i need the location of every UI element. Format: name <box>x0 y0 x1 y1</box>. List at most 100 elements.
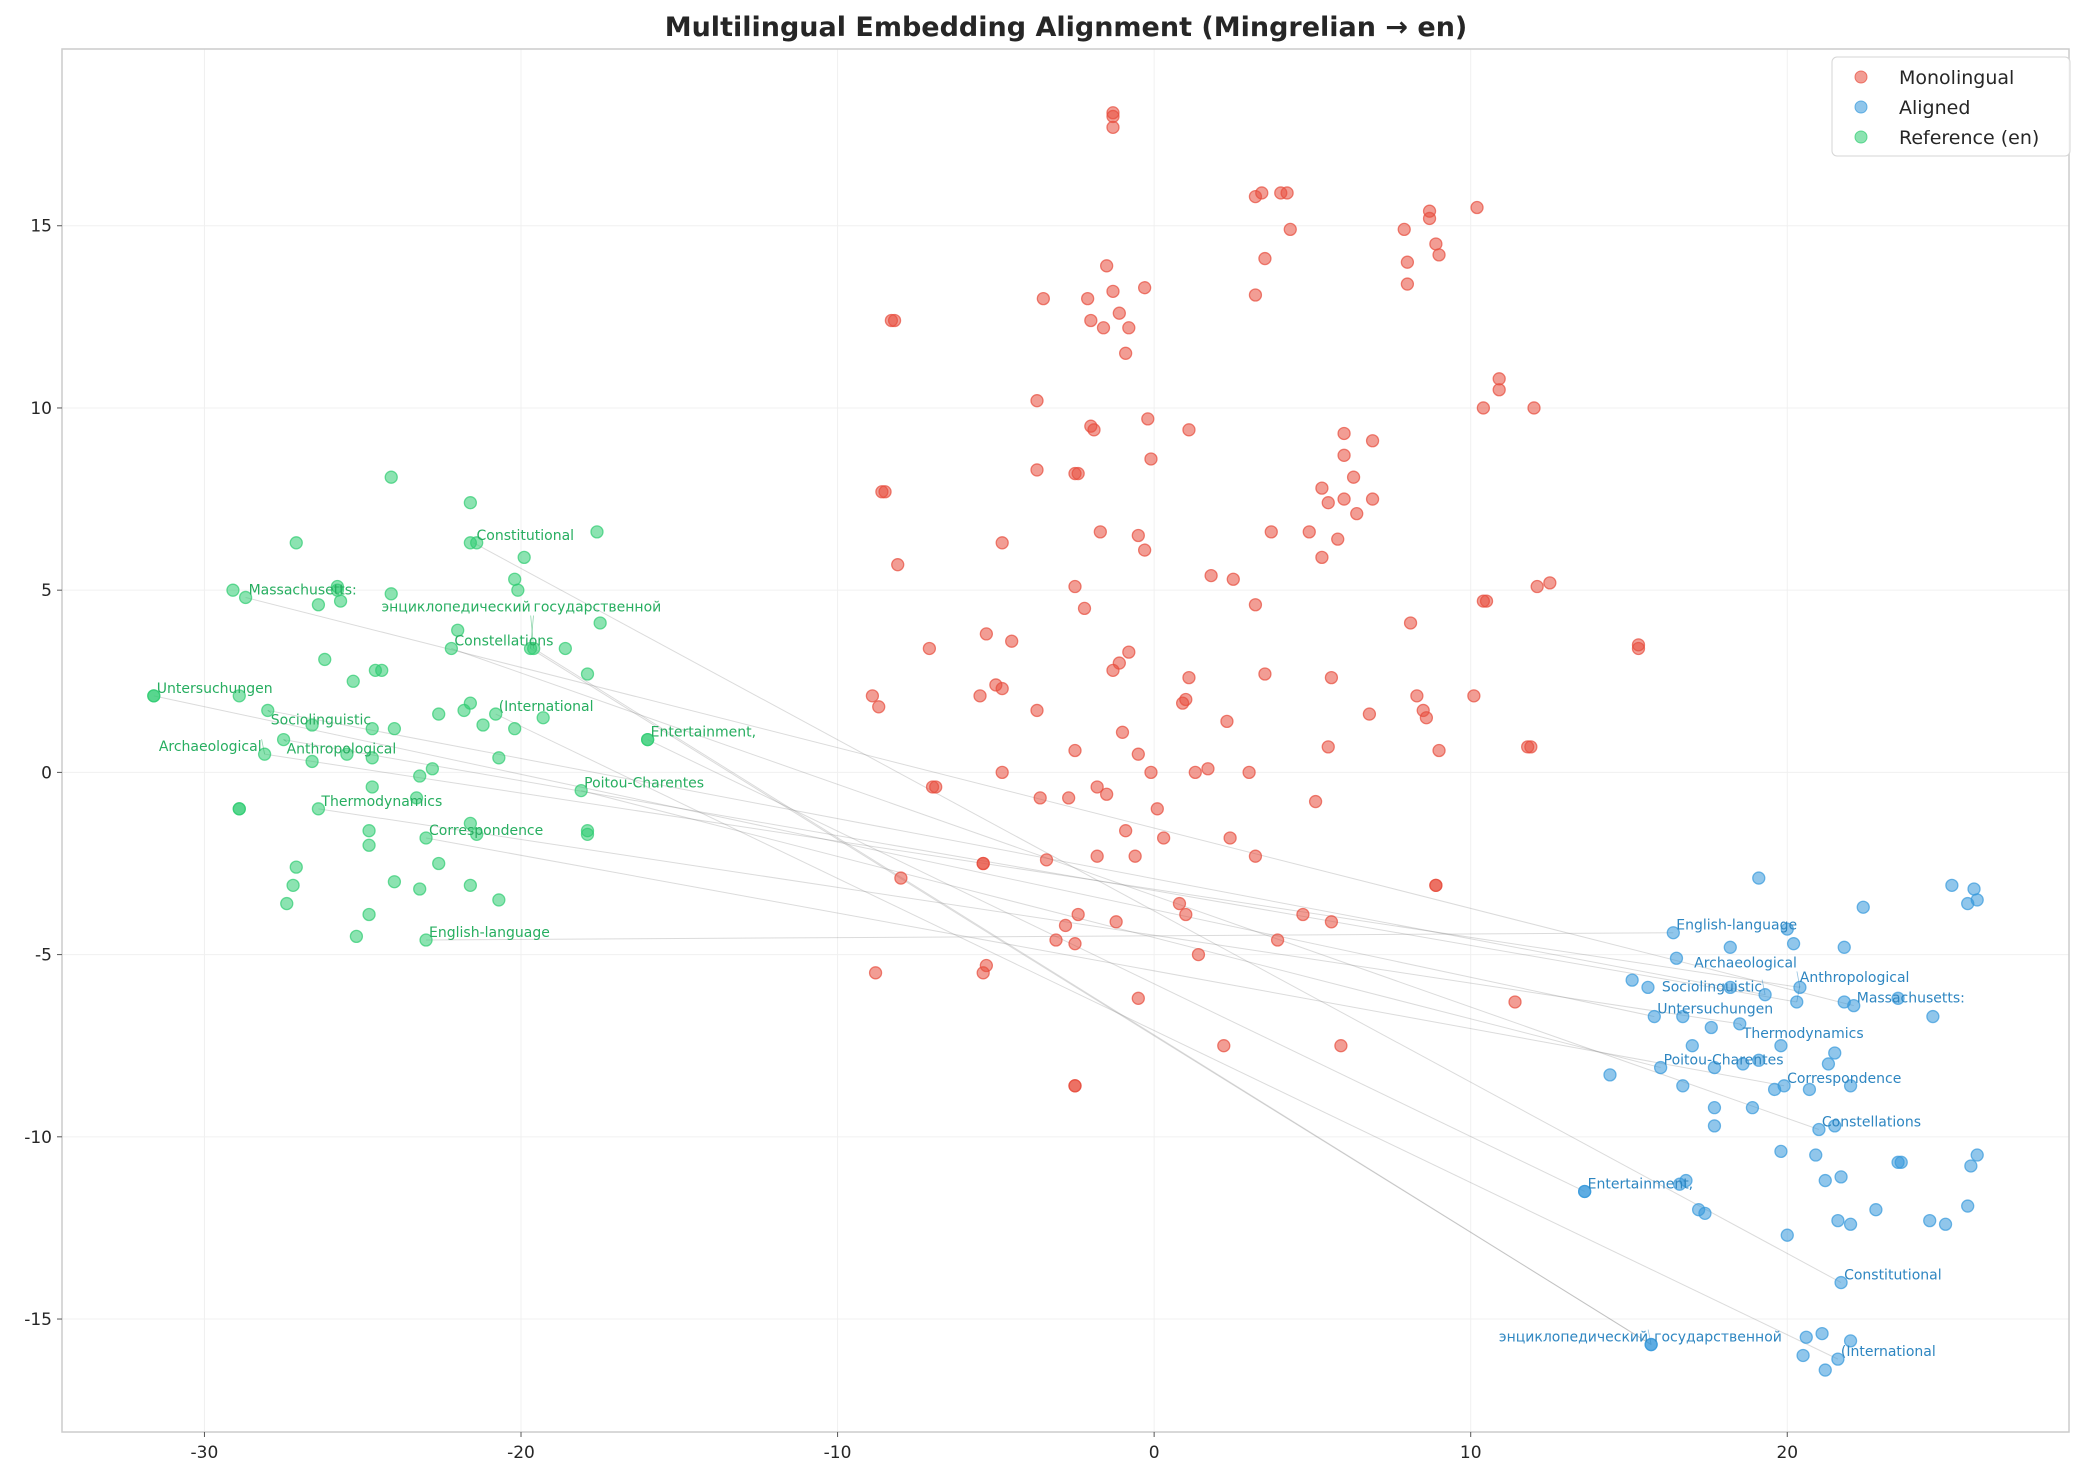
data-point <box>1802 1082 1817 1097</box>
data-point <box>508 722 522 736</box>
data-point <box>409 791 424 805</box>
data-point <box>311 598 326 612</box>
x-tick-label: -20 <box>507 1443 535 1463</box>
data-point <box>1122 645 1136 659</box>
data-point <box>463 878 478 893</box>
data-point <box>1106 109 1120 124</box>
data-point <box>1964 1159 1978 1173</box>
data-point <box>1777 1079 1791 1093</box>
data-point <box>1945 878 1959 893</box>
data-point <box>1429 878 1443 893</box>
aligned-point-label: энциклопедический <box>1499 1330 1648 1346</box>
data-point <box>492 751 506 765</box>
data-point <box>1242 765 1256 780</box>
data-point <box>508 572 522 586</box>
data-point <box>878 485 892 499</box>
data-point <box>1685 1039 1699 1053</box>
data-point <box>1923 1213 1937 1228</box>
data-point <box>1248 598 1263 612</box>
data-point <box>289 860 303 874</box>
data-point <box>1131 747 1145 761</box>
data-point <box>1315 550 1329 565</box>
data-point <box>1774 1144 1788 1159</box>
data-point <box>976 856 990 871</box>
series-reference-en <box>147 470 655 947</box>
reference-point-label: Sociolinguistic <box>271 712 371 728</box>
data-point <box>1815 1326 1829 1341</box>
legend-marker <box>1854 100 1868 114</box>
aligned-point-label: Constellations <box>1822 1115 1921 1131</box>
data-point <box>1337 426 1351 441</box>
data-point <box>1828 1119 1842 1133</box>
series-monolingual <box>865 106 1646 1093</box>
data-point <box>1115 725 1130 739</box>
reference-point-label: Poitou-Charentes <box>584 776 704 792</box>
data-point <box>1894 1155 1908 1169</box>
data-point <box>1131 991 1145 1005</box>
data-point <box>1723 980 1737 995</box>
data-point <box>1828 1046 1842 1060</box>
y-tick-label: -15 <box>24 1310 52 1330</box>
data-point <box>1131 528 1145 543</box>
alignment-line <box>264 753 1800 988</box>
data-point <box>365 722 379 736</box>
data-point <box>1856 900 1870 914</box>
reference-point-label: Constellations <box>454 633 553 649</box>
data-point <box>1698 1206 1712 1220</box>
data-point <box>1831 1213 1845 1228</box>
data-point <box>470 827 484 841</box>
label-leader-line <box>1739 1023 1743 1027</box>
data-point <box>470 536 484 550</box>
data-point <box>1410 689 1424 703</box>
data-point <box>1834 1170 1848 1184</box>
data-point <box>1669 951 1684 965</box>
data-point <box>1834 1275 1848 1290</box>
data-point <box>1676 1009 1690 1024</box>
data-point <box>536 711 550 725</box>
data-point <box>1264 525 1278 539</box>
data-point <box>887 313 902 328</box>
data-point <box>1780 1228 1794 1242</box>
data-point <box>451 623 465 637</box>
data-point <box>1296 907 1310 922</box>
data-point <box>1100 259 1114 273</box>
data-point <box>1422 211 1437 226</box>
reference-point-label: (International <box>499 699 594 715</box>
data-point <box>868 966 883 980</box>
data-point <box>346 674 360 688</box>
data-point <box>444 641 459 656</box>
legend-marker <box>1854 70 1868 84</box>
data-point <box>362 824 376 838</box>
data-point <box>226 583 240 597</box>
data-point <box>1707 1060 1722 1075</box>
y-tick-label: 10 <box>30 399 52 419</box>
aligned-point-label: Entertainment, <box>1588 1176 1693 1192</box>
alignment-line <box>495 713 1839 1360</box>
data-point <box>387 875 402 889</box>
data-point <box>457 703 471 718</box>
data-point <box>1362 707 1377 721</box>
legend-label: Monolingual <box>1899 67 2014 89</box>
data-point <box>349 929 364 944</box>
y-tick-label: 0 <box>41 763 52 783</box>
data-point <box>1141 412 1155 426</box>
data-point <box>1255 186 1269 200</box>
data-point <box>463 496 478 510</box>
data-point <box>640 732 655 747</box>
data-point <box>362 907 376 922</box>
data-point <box>1030 394 1044 408</box>
data-point <box>1071 907 1085 922</box>
data-point <box>238 590 253 605</box>
data-point <box>1821 1057 1836 1071</box>
reference-point-label: English-language <box>429 925 550 941</box>
data-point <box>1324 670 1339 685</box>
data-point <box>1397 222 1411 237</box>
data-point <box>1321 740 1335 754</box>
data-point <box>517 550 531 565</box>
data-point <box>1315 481 1329 495</box>
data-point <box>1837 940 1851 954</box>
data-point <box>1137 543 1152 557</box>
data-point <box>1258 667 1272 681</box>
data-point <box>1068 1079 1082 1093</box>
aligned-point-label: Massachusetts: <box>1857 991 1965 1007</box>
